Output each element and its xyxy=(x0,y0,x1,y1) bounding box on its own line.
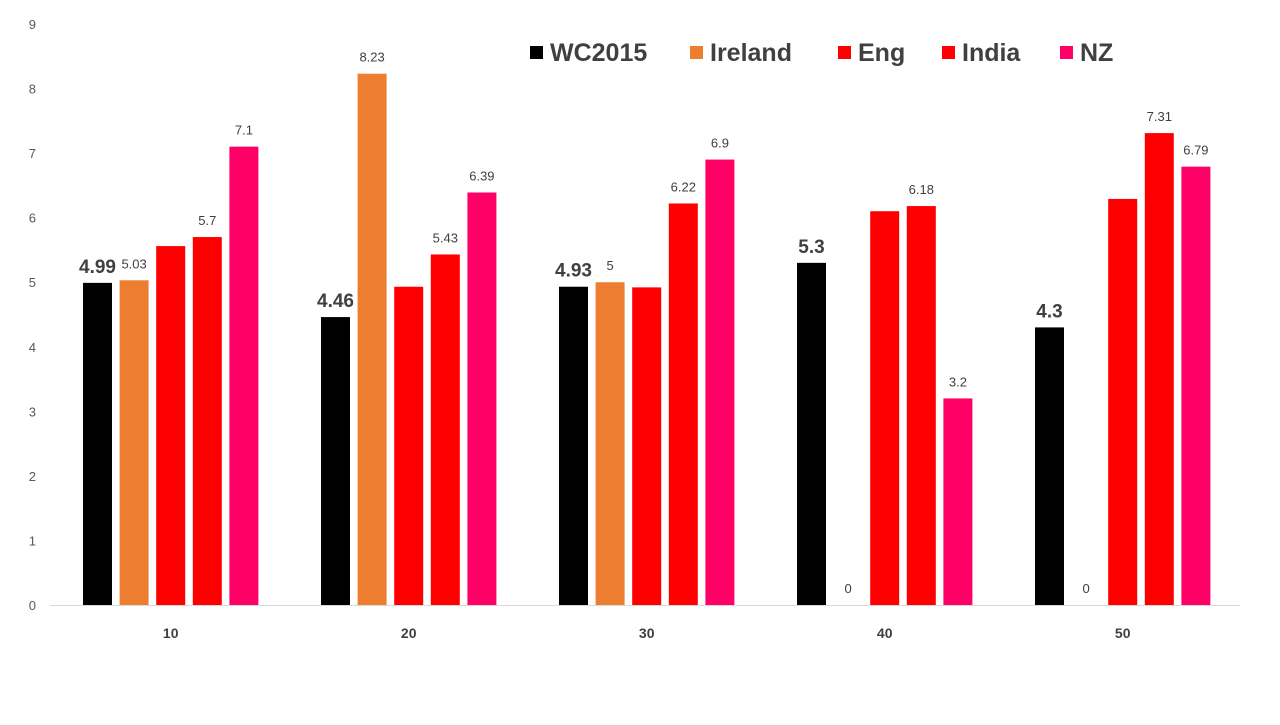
data-label: 6.22 xyxy=(671,179,696,194)
x-tick-label: 30 xyxy=(639,625,655,641)
data-label: 5 xyxy=(606,258,613,273)
data-label: 5.03 xyxy=(121,256,146,271)
y-tick-label: 4 xyxy=(29,340,36,355)
y-tick-label: 6 xyxy=(29,211,36,226)
bar-ireland xyxy=(357,73,387,606)
y-tick-label: 5 xyxy=(29,275,36,290)
data-label: 4.3 xyxy=(1036,301,1062,322)
bar-series-group xyxy=(83,73,1211,606)
data-label: 4.93 xyxy=(555,261,592,282)
data-label: 4.99 xyxy=(79,257,116,278)
data-label: 5.7 xyxy=(198,213,216,228)
data-label: 7.1 xyxy=(235,123,253,138)
data-label: 0 xyxy=(1082,581,1089,596)
data-label: 6.39 xyxy=(469,168,494,183)
legend-swatch xyxy=(838,46,851,59)
legend-label: NZ xyxy=(1080,39,1113,67)
data-label: 3.2 xyxy=(949,374,967,389)
y-tick-label: 8 xyxy=(29,82,36,97)
bar-eng xyxy=(1108,198,1138,605)
bar-india xyxy=(192,237,222,606)
data-label: 4.46 xyxy=(317,291,354,312)
bar-ireland xyxy=(119,280,149,605)
legend-swatch xyxy=(530,46,543,59)
data-label: 0 xyxy=(844,581,851,596)
x-tick-label: 10 xyxy=(163,625,179,641)
bar-eng xyxy=(632,287,662,605)
bar-eng xyxy=(156,246,186,605)
legend-label: Ireland xyxy=(710,39,792,67)
y-tick-label: 3 xyxy=(29,404,36,419)
bar-wc2015 xyxy=(83,282,112,605)
bar-wc2015 xyxy=(1035,327,1064,605)
data-label: 6.9 xyxy=(711,136,729,151)
legend-swatch xyxy=(1060,46,1073,59)
bar-nz xyxy=(467,192,497,606)
bar-india xyxy=(668,203,698,605)
y-axis: 0 1 2 3 4 5 6 7 8 9 xyxy=(29,17,36,613)
bar-india xyxy=(1144,133,1174,606)
data-label-group: 4.99 4.46 4.93 5.3 4.3 5.03 8.23 5 0 0 5.7 5.43 6.22… xyxy=(79,50,1209,596)
x-tick-label: 20 xyxy=(401,625,417,641)
x-tick-label: 40 xyxy=(877,625,893,641)
legend-label: WC2015 xyxy=(550,39,647,67)
y-tick-label: 2 xyxy=(29,469,36,484)
data-label: 6.79 xyxy=(1183,143,1208,158)
data-label: 6.18 xyxy=(909,182,934,197)
data-label: 5.43 xyxy=(433,230,458,245)
bar-nz xyxy=(705,159,735,606)
bar-wc2015 xyxy=(321,317,350,605)
y-tick-label: 7 xyxy=(29,146,36,161)
bar-nz xyxy=(943,398,973,605)
bar-india xyxy=(906,206,936,605)
legend-swatch xyxy=(942,46,955,59)
bar-wc2015 xyxy=(797,262,826,605)
legend-label: Eng xyxy=(858,39,905,67)
legend: WC2015 Ireland Eng India NZ xyxy=(530,39,1113,67)
bar-nz xyxy=(229,146,259,605)
y-tick-label: 1 xyxy=(29,533,36,548)
data-label: 8.23 xyxy=(359,50,384,65)
y-tick-label: 9 xyxy=(29,17,36,32)
legend-label: India xyxy=(962,39,1021,67)
data-label: 5.3 xyxy=(798,237,824,258)
x-axis: 10 20 30 40 50 xyxy=(50,605,1240,641)
y-tick-label: 0 xyxy=(29,598,36,613)
bar-ireland xyxy=(595,282,625,605)
bar-wc2015 xyxy=(559,286,588,605)
bar-eng xyxy=(870,211,900,605)
bar-india xyxy=(430,254,460,606)
bar-nz xyxy=(1181,166,1211,605)
bar-eng xyxy=(394,286,424,605)
data-label: 7.31 xyxy=(1147,109,1172,124)
x-tick-label: 50 xyxy=(1115,625,1131,641)
legend-swatch xyxy=(690,46,703,59)
